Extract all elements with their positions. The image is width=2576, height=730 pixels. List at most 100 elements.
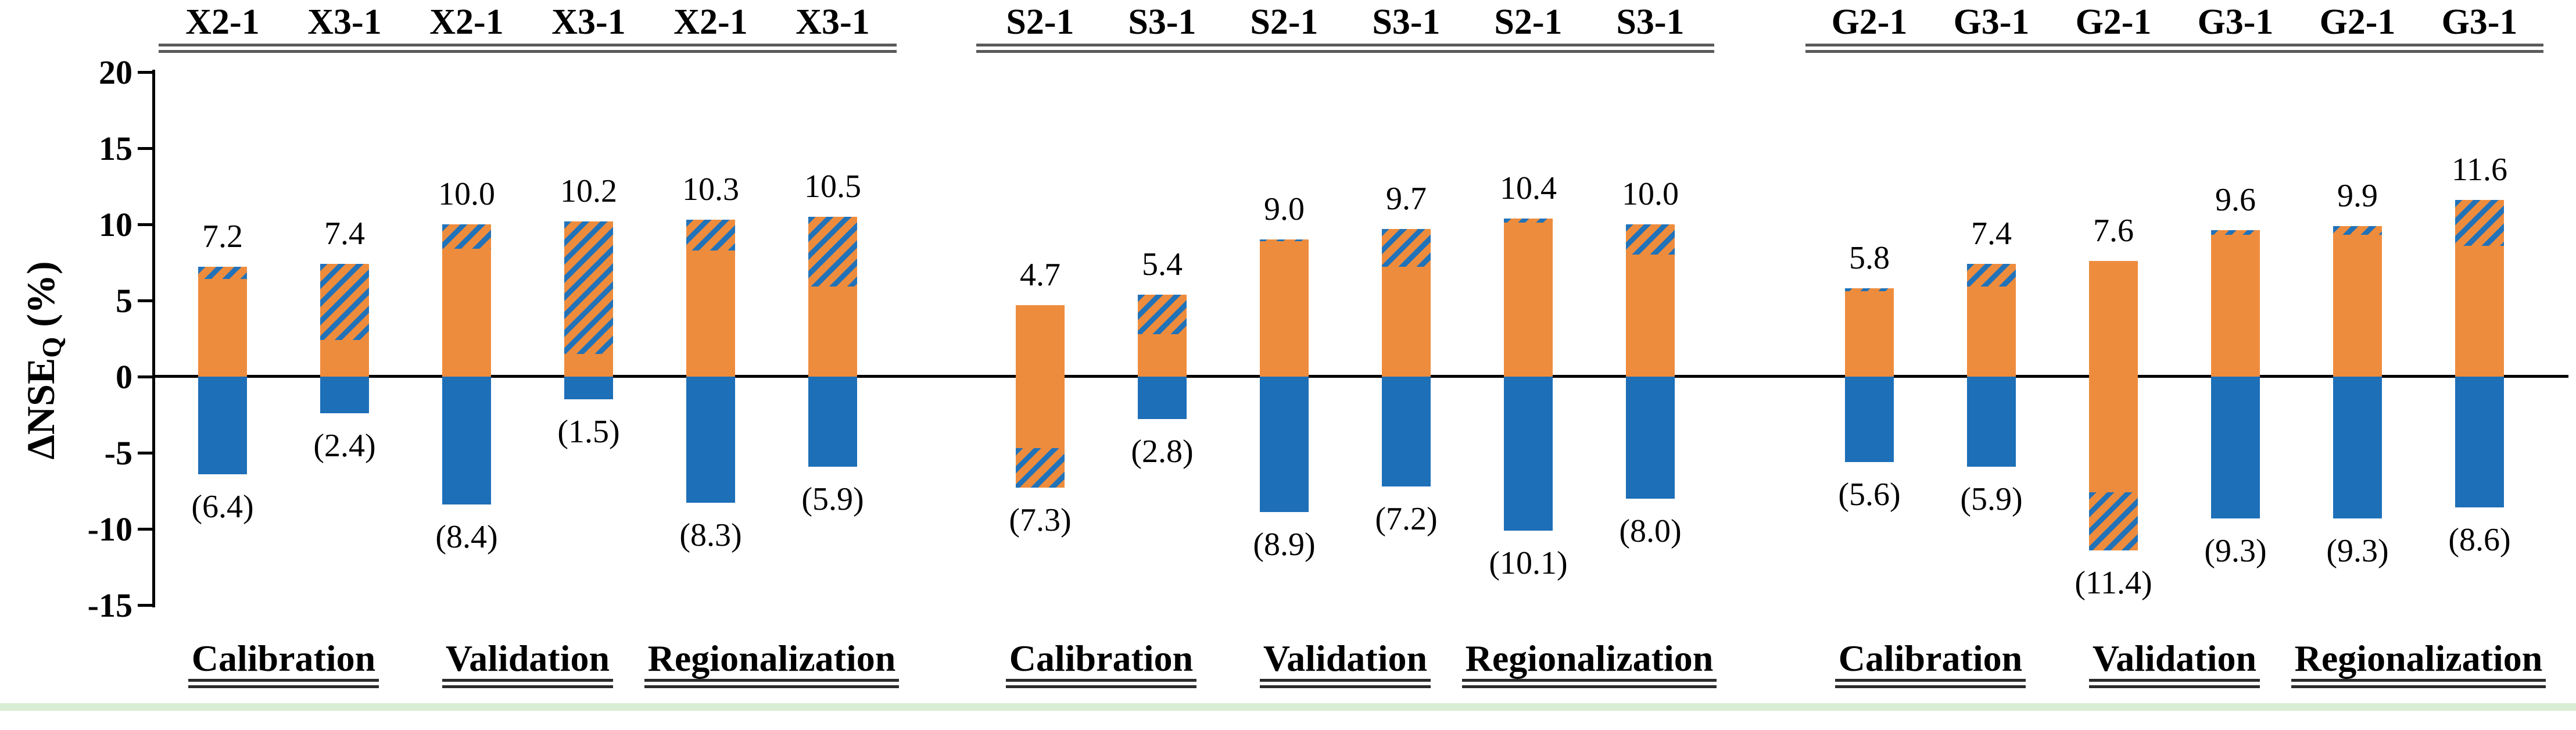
bar-segment-blue-negative: [2211, 377, 2260, 518]
bar-segment-hatch-positive: [320, 264, 369, 341]
bar-segment-orange-positive: [1382, 267, 1431, 377]
bar-segment-orange-positive: [1845, 291, 1894, 377]
y-tick-label: 10: [99, 206, 132, 244]
bar-segment-orange-positive: [2089, 260, 2138, 377]
bar-negative-value: (9.3): [2326, 532, 2389, 569]
group-label-validation: Validation: [1942, 637, 2407, 688]
bar-segment-orange-positive: [198, 279, 247, 377]
column-label: S2-1: [1464, 1, 1592, 53]
bar-segment-blue-negative: [1845, 377, 1894, 462]
bar-segment-blue-negative: [686, 377, 735, 503]
bar-positive-value: 7.6: [2093, 212, 2134, 249]
bar-segment-hatch-negative: [1016, 448, 1065, 488]
bar-segment-orange-positive: [1504, 223, 1553, 377]
zero-baseline: [152, 375, 2568, 378]
bar-segment-orange-positive: [2455, 245, 2504, 377]
y-tick: [138, 299, 155, 302]
bar-segment-blue-negative: [320, 377, 369, 413]
group-label-text: Calibration: [1835, 638, 2026, 688]
bar-segment-orange-positive: [320, 340, 369, 377]
bar-segment-hatch-positive: [1845, 288, 1894, 292]
bar-positive-value: 9.0: [1264, 191, 1305, 228]
y-tick-label: 5: [116, 282, 132, 320]
bar-positive-value: 10.4: [1500, 170, 1557, 206]
y-tick: [138, 146, 155, 150]
bar-positive-value: 7.4: [1971, 216, 2012, 252]
bar-segment-blue-negative: [198, 377, 247, 474]
bar-segment-blue-negative: [1967, 377, 2016, 467]
column-label: X2-1: [647, 1, 775, 53]
bar-segment-orange-positive: [2333, 235, 2382, 377]
column-label: G2-1: [2294, 1, 2421, 53]
bar-segment-orange-positive: [442, 248, 491, 377]
bar-negative-value: (8.6): [2448, 522, 2511, 559]
bar-segment-hatch-positive: [1626, 224, 1675, 255]
column-label: S3-1: [1586, 1, 1714, 53]
group-label-text: Validation: [442, 638, 614, 688]
bar-segment-blue-negative: [2333, 377, 2382, 518]
y-tick: [138, 527, 155, 531]
group-label-text: Regionalization: [2291, 638, 2546, 688]
y-tick-label: 0: [116, 358, 132, 396]
bar-negative-value: (1.5): [557, 414, 620, 450]
bar-positive-value: 9.9: [2337, 177, 2378, 214]
bar-segment-orange-positive: [1016, 305, 1065, 377]
bar-negative-value: (7.2): [1375, 500, 1438, 537]
bar-segment-orange-positive: [1967, 287, 2016, 377]
group-label-text: Calibration: [1005, 638, 1197, 688]
bar-segment-orange-positive: [808, 287, 857, 377]
y-axis-title-subscript: Q: [37, 337, 67, 358]
bar-segment-hatch-positive: [1967, 264, 2016, 287]
bar-segment-hatch-positive: [2211, 230, 2260, 235]
bar-negative-value: (2.4): [313, 427, 376, 464]
bar-segment-orange-positive: [1260, 241, 1309, 377]
y-tick-label: -10: [87, 510, 132, 548]
bar-segment-hatch-positive: [808, 216, 857, 287]
group-label-text: Calibration: [188, 638, 379, 688]
bar-negative-value: (5.9): [1960, 481, 2023, 517]
bar-positive-value: 11.6: [2452, 152, 2507, 188]
group-label-text: Validation: [2088, 638, 2260, 688]
bar-segment-hatch-negative: [2089, 492, 2138, 550]
bar-positive-value: 9.7: [1386, 180, 1427, 217]
bar-segment-hatch-positive: [442, 224, 491, 249]
column-label: X2-1: [159, 1, 286, 53]
y-tick: [138, 603, 155, 607]
bar-positive-value: 10.0: [1622, 176, 1679, 212]
group-label-calibration: Calibration: [1698, 637, 2163, 688]
bar-segment-blue-negative: [1382, 377, 1431, 486]
bar-segment-hatch-positive: [1138, 294, 1187, 334]
bar-segment-blue-negative: [1504, 377, 1553, 531]
bar-positive-value: 10.5: [804, 168, 861, 205]
y-tick-label: 20: [99, 53, 132, 91]
bar-segment-blue-negative: [1626, 377, 1675, 499]
bar-segment-orange-negative: [1016, 377, 1065, 449]
column-label: G3-1: [1927, 1, 2055, 53]
y-tick-label: 15: [99, 130, 132, 167]
bar-negative-value: (8.4): [435, 519, 498, 556]
group-label-regionalization: Regionalization: [2186, 637, 2576, 688]
column-label: X2-1: [403, 1, 531, 53]
y-tick: [138, 70, 155, 74]
bar-negative-value: (9.3): [2204, 532, 2267, 569]
bar-segment-orange-positive: [2211, 235, 2260, 377]
column-label: G2-1: [2050, 1, 2177, 53]
bar-segment-hatch-positive: [2333, 226, 2382, 235]
bar-segment-hatch-positive: [1382, 228, 1431, 267]
bar-positive-value: 7.4: [324, 216, 365, 252]
bar-positive-value: 10.3: [682, 171, 739, 208]
bar-negative-value: (8.0): [1619, 513, 1682, 549]
y-tick-label: -5: [104, 434, 132, 472]
bar-negative-value: (8.3): [679, 517, 742, 554]
bar-segment-blue-negative: [1138, 377, 1187, 420]
bar-negative-value: (6.4): [191, 488, 254, 525]
bar-negative-value: (8.9): [1253, 527, 1316, 563]
bar-positive-value: 10.0: [438, 176, 495, 212]
column-label: S2-1: [976, 1, 1104, 53]
y-tick: [138, 223, 155, 226]
bar-segment-blue-negative: [564, 377, 613, 400]
bar-segment-orange-negative: [2089, 377, 2138, 493]
column-label: G2-1: [1805, 1, 1933, 53]
bar-segment-hatch-positive: [198, 267, 247, 280]
